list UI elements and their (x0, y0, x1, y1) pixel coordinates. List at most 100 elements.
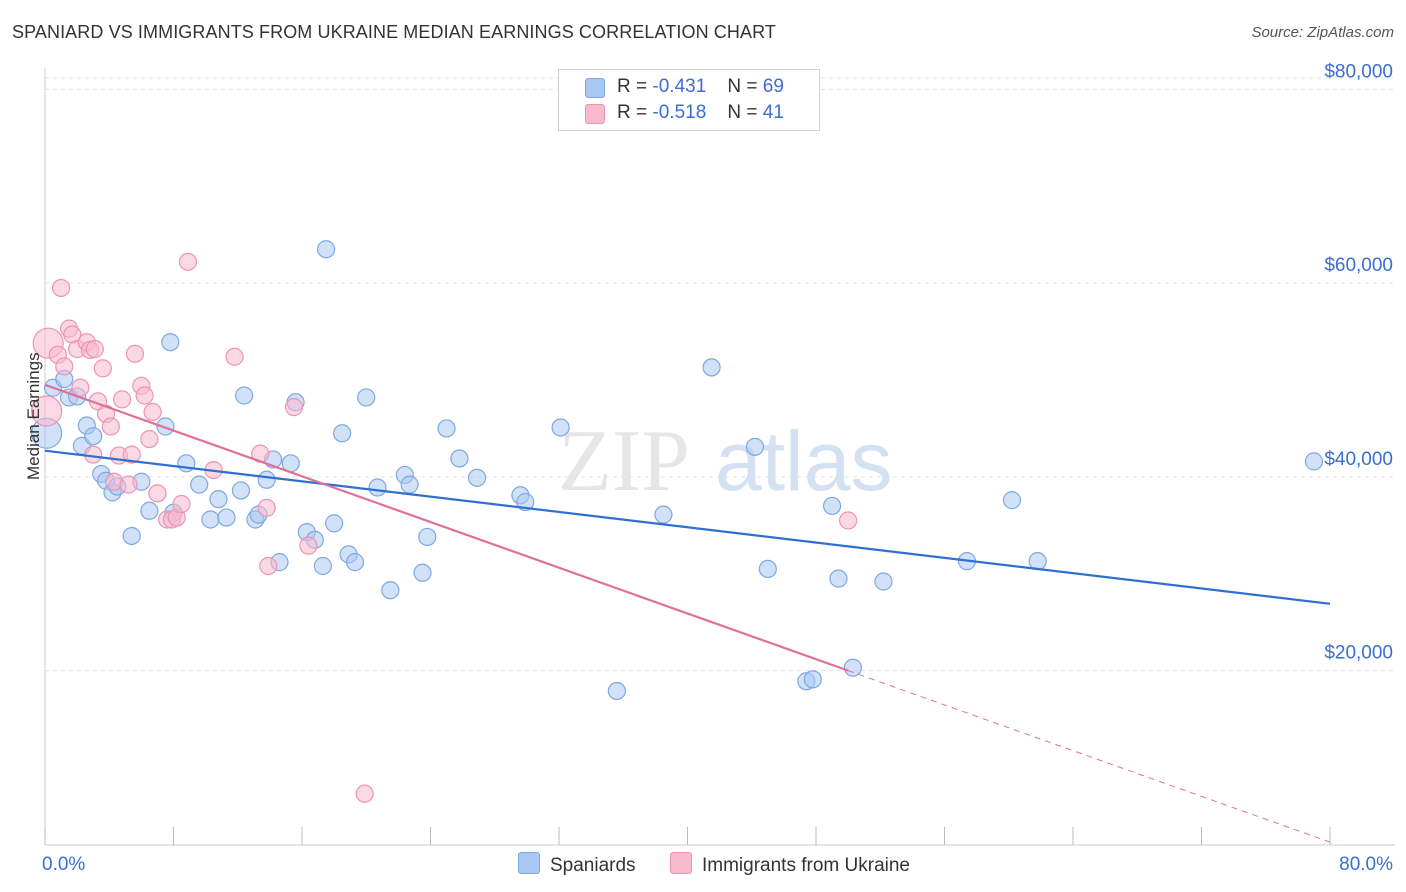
y-tick-label: $40,000 (1324, 449, 1393, 470)
point-spaniards (84, 427, 103, 446)
point-ukraine (284, 398, 304, 417)
trend-lines (44, 383, 1331, 843)
point-spaniards (418, 527, 437, 547)
point-ukraine (225, 347, 244, 366)
bottom-legend-spaniards: Spaniards (518, 852, 636, 877)
point-spaniards (1028, 552, 1047, 571)
bottom-legend-label-ukraine: Immigrants from Ukraine (702, 855, 910, 876)
point-spaniards (217, 508, 236, 527)
point-ukraine (55, 357, 74, 376)
point-spaniards (467, 468, 487, 487)
gridlines (45, 77, 1395, 672)
watermark-atlas: atlas (715, 414, 892, 508)
scatter-points (31, 240, 1324, 803)
point-spaniards (325, 514, 344, 533)
point-ukraine (355, 784, 374, 803)
point-spaniards (333, 424, 352, 443)
legend-n-value-ukraine: 41 (762, 102, 784, 123)
point-spaniards (874, 572, 893, 591)
legend-n-label: N = (727, 102, 758, 123)
tick-labels: $20,000 $40,000 $60,000 $80,000 0.0% 80.0% (42, 61, 1393, 875)
point-spaniards (257, 470, 276, 489)
point-spaniards (140, 501, 159, 520)
point-ukraine (119, 475, 138, 494)
legend-swatch-ukraine (585, 104, 605, 124)
point-spaniards (654, 505, 673, 524)
stats-legend: R = -0.431 N = 69 R = -0.518 N = 41 (558, 69, 820, 131)
point-spaniards (803, 670, 822, 689)
point-spaniards (381, 581, 400, 600)
point-ukraine (259, 556, 278, 576)
y-tick-label: $20,000 (1324, 643, 1393, 664)
legend-n-label: N = (727, 76, 758, 97)
bottom-legend-label-spaniards: Spaniards (550, 855, 636, 876)
point-ukraine (148, 484, 167, 503)
legend-r-value-ukraine: -0.518 (652, 102, 707, 123)
point-spaniards (190, 475, 209, 494)
point-spaniards (313, 556, 332, 576)
point-ukraine (178, 252, 198, 271)
x-tick-label: 0.0% (42, 854, 85, 875)
point-ukraine (135, 386, 154, 405)
point-spaniards (822, 496, 842, 516)
legend-n-value-spaniards: 69 (762, 76, 784, 97)
x-tick-label: 80.0% (1339, 854, 1393, 875)
point-spaniards (122, 526, 141, 546)
point-ukraine (51, 278, 71, 298)
point-ukraine (101, 417, 120, 436)
watermark: ZIP atlas (558, 413, 892, 510)
point-spaniards (607, 681, 626, 701)
point-spaniards (1002, 491, 1022, 510)
legend-swatch-spaniards (585, 78, 605, 98)
point-spaniards (413, 563, 432, 582)
trend-line-spaniards (44, 449, 1331, 605)
y-tick-label: $80,000 (1324, 61, 1393, 82)
point-ukraine (112, 390, 132, 409)
point-spaniards (437, 419, 456, 438)
point-spaniards (235, 386, 254, 405)
y-tick-label: $60,000 (1324, 255, 1393, 276)
axes (44, 68, 1395, 846)
point-spaniards (368, 478, 387, 497)
y-axis-label: Median Earnings (24, 352, 43, 480)
point-ukraine (93, 359, 112, 378)
point-spaniards (201, 510, 220, 529)
point-spaniards (758, 559, 777, 579)
point-ukraine (84, 445, 103, 464)
point-spaniards (1304, 452, 1324, 471)
point-ukraine (839, 511, 858, 530)
point-spaniards (400, 475, 419, 494)
point-spaniards (551, 418, 570, 437)
legend-r-label: R = (617, 102, 648, 123)
trend-line-ukraine (44, 383, 849, 672)
chart-title: SPANIARD VS IMMIGRANTS FROM UKRAINE MEDI… (12, 22, 776, 42)
bottom-legend-swatch-ukraine (670, 852, 692, 874)
watermark-zip: ZIP (558, 413, 690, 510)
point-spaniards (156, 417, 175, 436)
point-ukraine (143, 402, 162, 422)
point-ukraine (31, 395, 63, 427)
bottom-legend-ukraine: Immigrants from Ukraine (670, 852, 910, 877)
point-ukraine (85, 339, 104, 359)
point-ukraine (140, 429, 159, 449)
point-spaniards (843, 658, 863, 677)
point-ukraine (257, 498, 276, 517)
point-spaniards (450, 449, 469, 468)
legend-r-value-spaniards: -0.431 (652, 76, 707, 97)
point-spaniards (316, 240, 336, 259)
point-ukraine (299, 536, 318, 555)
point-spaniards (231, 481, 251, 500)
point-ukraine (125, 344, 145, 363)
trend-line-ukraine-extension (847, 670, 1331, 843)
source-label: Source: ZipAtlas.com (1251, 24, 1394, 41)
point-spaniards (345, 553, 365, 572)
point-spaniards (702, 358, 721, 377)
point-spaniards (745, 437, 765, 456)
point-spaniards (161, 333, 180, 352)
bottom-legend-swatch-spaniards (518, 852, 540, 874)
point-ukraine (172, 494, 191, 514)
point-ukraine (122, 445, 141, 464)
point-spaniards (829, 569, 848, 588)
point-ukraine (71, 378, 90, 397)
